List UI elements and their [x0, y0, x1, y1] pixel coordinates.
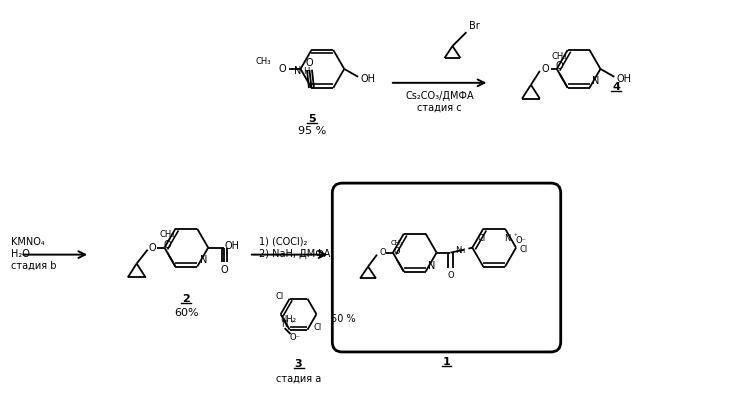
Text: Cl: Cl: [313, 323, 322, 332]
Text: Cl: Cl: [477, 234, 485, 243]
Text: Br: Br: [469, 21, 479, 31]
Text: ⁺: ⁺: [513, 234, 517, 240]
Text: OH: OH: [224, 241, 239, 251]
Text: CH₃: CH₃: [552, 52, 568, 61]
Text: стадия a: стадия a: [276, 374, 321, 384]
Text: O⁻: O⁻: [516, 236, 526, 245]
Text: 3: 3: [294, 359, 302, 369]
Text: 2: 2: [183, 294, 190, 304]
Text: O⁻: O⁻: [289, 332, 300, 342]
Text: CH₃: CH₃: [390, 240, 403, 246]
Text: H₂O: H₂O: [11, 249, 29, 259]
Text: N: N: [428, 261, 436, 271]
Text: 1) (COCl)₂: 1) (COCl)₂: [259, 237, 307, 247]
Text: OH: OH: [617, 74, 632, 84]
Text: H: H: [460, 248, 465, 254]
Text: NH₂: NH₂: [279, 315, 296, 324]
Text: Cl: Cl: [520, 245, 528, 254]
Text: N: N: [504, 234, 510, 243]
Text: ⁺: ⁺: [291, 321, 294, 327]
Text: N: N: [282, 320, 288, 329]
Text: стадия c: стадия c: [418, 103, 462, 113]
Text: O: O: [279, 64, 286, 74]
Text: CH₃: CH₃: [160, 230, 175, 239]
Text: KMNO₄: KMNO₄: [11, 237, 45, 247]
Text: N: N: [199, 255, 207, 265]
Text: 60%: 60%: [174, 308, 199, 318]
Text: O: O: [556, 61, 563, 71]
Text: 5: 5: [309, 113, 316, 124]
Text: OH: OH: [361, 74, 375, 84]
Text: O: O: [447, 271, 454, 280]
Text: O: O: [149, 243, 156, 253]
Text: 50 %: 50 %: [331, 314, 356, 324]
Text: CH₃: CH₃: [255, 57, 271, 67]
Text: 1: 1: [442, 357, 451, 367]
Text: O: O: [220, 265, 228, 275]
Text: N: N: [592, 76, 599, 86]
Text: O: O: [380, 248, 387, 257]
Text: O: O: [164, 240, 171, 250]
Text: N: N: [455, 246, 461, 255]
Text: O: O: [393, 247, 400, 256]
Text: стадия b: стадия b: [11, 261, 56, 271]
Text: Cs₂CO₃/ДМФА: Cs₂CO₃/ДМФА: [405, 91, 474, 101]
Text: 95 %: 95 %: [298, 126, 327, 136]
Text: 2) NaH, ДМФА: 2) NaH, ДМФА: [259, 249, 330, 259]
Text: O: O: [541, 64, 549, 74]
Text: N: N: [294, 67, 302, 76]
FancyBboxPatch shape: [332, 183, 561, 352]
Text: H: H: [303, 67, 310, 76]
Text: 4: 4: [612, 82, 621, 92]
Text: O: O: [306, 58, 313, 68]
Text: Cl: Cl: [276, 292, 284, 301]
